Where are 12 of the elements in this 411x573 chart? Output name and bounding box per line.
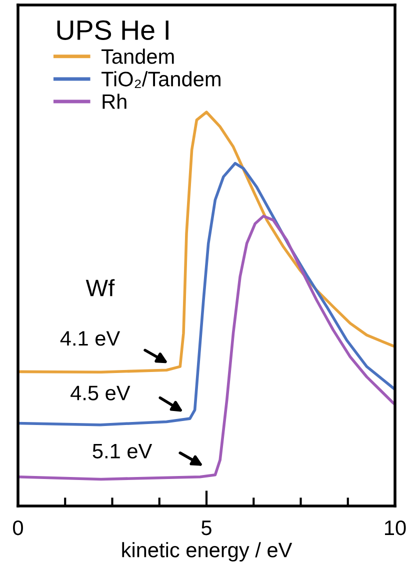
- x-tick-label: 10: [385, 520, 406, 536]
- x-axis-title: kinetic energy / eV: [122, 542, 292, 562]
- annotation: Wf: [86, 279, 115, 296]
- annotation: 4.5 eV: [70, 386, 130, 400]
- x-tick-label: 5: [202, 520, 212, 536]
- annotation: 5.1 eV: [92, 444, 152, 458]
- legend-label: TiO₂/Tandem: [102, 71, 220, 88]
- x-tick-label: 0: [13, 520, 23, 536]
- annotation: 4.1 eV: [60, 331, 120, 346]
- legend-label: Rh: [102, 94, 126, 109]
- legend-label: Tandem: [102, 48, 174, 64]
- legend-title: UPS He I: [57, 20, 168, 40]
